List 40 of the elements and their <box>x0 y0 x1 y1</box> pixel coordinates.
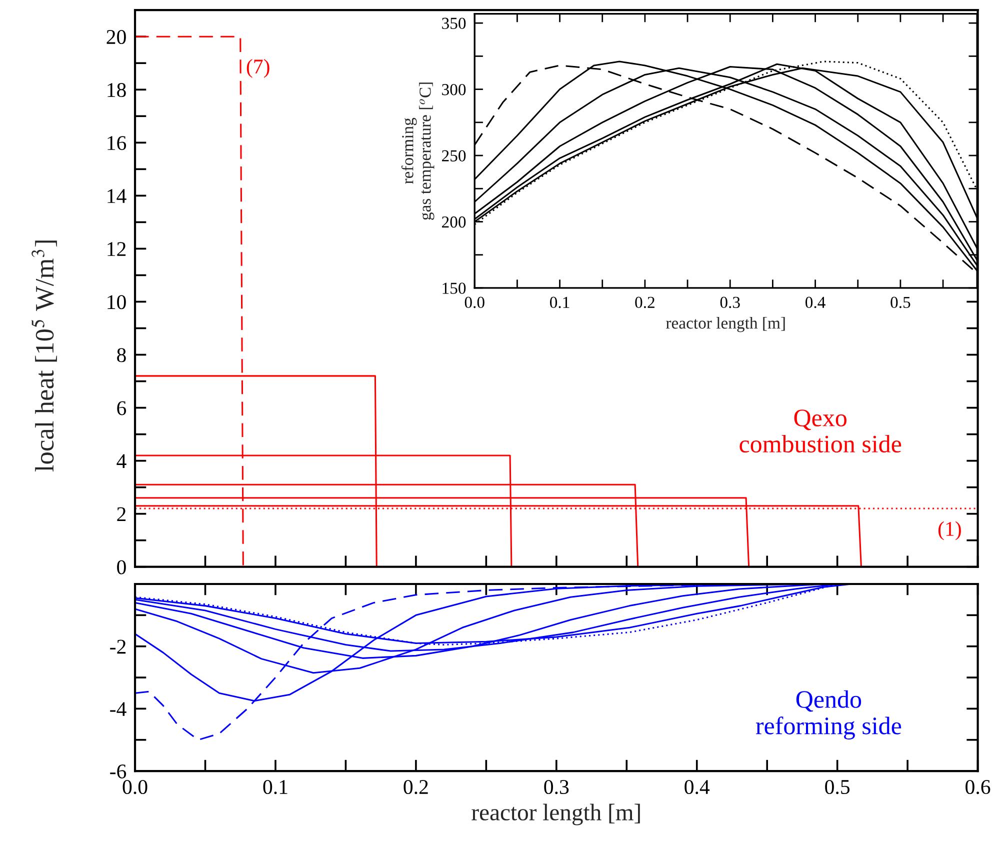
x-tick-label: 0.0 <box>122 780 148 794</box>
annotation: (7) <box>246 58 270 78</box>
x-tick-label: 0.2 <box>404 780 428 794</box>
y-tick-label: 20 <box>106 30 126 44</box>
annotation: (1) <box>938 521 961 540</box>
x-tick-label: 0.5 <box>890 296 910 308</box>
y-tick-label: 4 <box>116 454 126 468</box>
y-tick-label: -4 <box>110 702 126 716</box>
x-tick-label: 0.3 <box>544 780 569 794</box>
y-tick-label: 250 <box>442 150 466 162</box>
x-tick-label: 0.6 <box>966 780 990 794</box>
y-tick-label: 6 <box>117 401 126 416</box>
x-tick-label: 0.1 <box>263 780 288 794</box>
x-tick-label: 0.3 <box>720 296 740 308</box>
annotation: Qexo combustion side <box>740 410 902 453</box>
y-axis-title: local heat [10$^{5}$ W/m$^{3}$] <box>31 240 57 472</box>
y-tick-label: 350 <box>442 18 466 30</box>
x-tick-label: 0.0 <box>464 296 484 308</box>
x-tick-label: 0.2 <box>635 296 654 308</box>
y-tick-label: 16 <box>108 136 126 150</box>
y-tick-label: 2 <box>117 507 126 522</box>
y-tick-label: 300 <box>442 84 466 96</box>
y-tick-label: 14 <box>108 189 126 203</box>
y-tick-label: -2 <box>110 640 126 654</box>
y-tick-label: -6 <box>110 764 126 778</box>
x-tick-label: 0.1 <box>550 296 570 308</box>
y-tick-label: 10 <box>108 295 126 310</box>
y-tick-label: 12 <box>108 242 126 256</box>
x-axis-title: reactor length [m] <box>666 316 785 332</box>
y-tick-label: 18 <box>108 83 126 98</box>
x-axis-title: reactor length [m] <box>472 804 640 826</box>
annotation: Qendo reforming side <box>756 690 902 740</box>
y-tick-label: 8 <box>117 348 126 362</box>
y-axis-title: reforming gas temperature [$^{o}$C] <box>401 82 434 220</box>
x-tick-label: 0.4 <box>684 780 710 794</box>
y-tick-label: 0 <box>117 560 126 574</box>
y-tick-label: 200 <box>442 216 466 228</box>
x-tick-label: 0.5 <box>825 780 850 794</box>
y-tick-label: 150 <box>442 282 466 294</box>
x-tick-label: 0.4 <box>805 296 826 308</box>
